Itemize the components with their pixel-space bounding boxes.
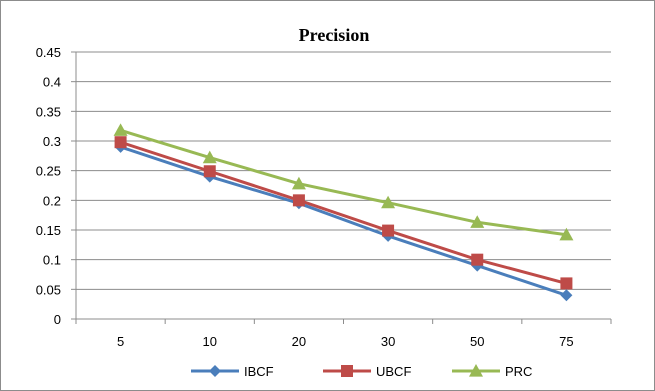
legend-label-prc: PRC	[505, 364, 532, 379]
legend-label-ibcf: IBCF	[244, 364, 274, 379]
series-line-ibcf	[120, 145, 567, 297]
x-tick-label: 5	[117, 334, 124, 349]
legend-marker-prc	[469, 364, 483, 377]
y-tick-label: 0.2	[43, 193, 61, 208]
y-tick-label: 0.3	[43, 134, 61, 149]
legend-marker-ibcf	[209, 365, 221, 377]
legend-marker-ubcf	[341, 365, 353, 377]
series-line-ubcf	[120, 140, 567, 285]
y-tick-label: 0.45	[36, 45, 61, 60]
x-tick-label: 10	[203, 334, 217, 349]
y-tick-label: 0.4	[43, 75, 61, 90]
data-point-prc	[470, 215, 485, 228]
series-line-prc	[120, 128, 567, 237]
data-point-ubcf	[203, 165, 216, 178]
data-point-prc	[559, 227, 574, 241]
legend: IBCF UBCF PRC	[191, 364, 532, 379]
legend-label-ubcf: UBCF	[376, 364, 411, 379]
chart-title: Precision	[299, 25, 370, 45]
axes: 0 0.05 0.1 0.15 0.2 0.25 0.3 0.35 0.4 0.45 5 10 20 30…	[36, 45, 612, 349]
y-tick-label: 0.35	[36, 104, 61, 119]
x-tick-label: 30	[381, 334, 395, 349]
y-tick-label: 0.1	[43, 253, 61, 268]
y-tick-label: 0.15	[36, 223, 61, 238]
series-lines	[113, 123, 574, 302]
data-point-ubcf	[471, 253, 484, 266]
x-tick-label: 75	[559, 334, 573, 349]
data-point-ubcf	[560, 277, 573, 290]
y-tick-label: 0.05	[36, 282, 61, 297]
data-point-ubcf	[292, 194, 305, 207]
data-point-prc	[291, 176, 306, 190]
data-point-ubcf	[382, 224, 395, 237]
data-point-ibcf	[560, 289, 573, 302]
y-tick-label: 0	[54, 312, 61, 327]
x-tick-label: 50	[470, 334, 484, 349]
data-point-prc	[381, 195, 396, 209]
x-tick-label: 20	[292, 334, 306, 349]
data-point-prc	[202, 150, 217, 164]
y-tick-label: 0.25	[36, 164, 61, 179]
data-point-ubcf	[114, 136, 127, 149]
data-point-prc	[113, 123, 128, 136]
gridlines	[76, 51, 611, 290]
